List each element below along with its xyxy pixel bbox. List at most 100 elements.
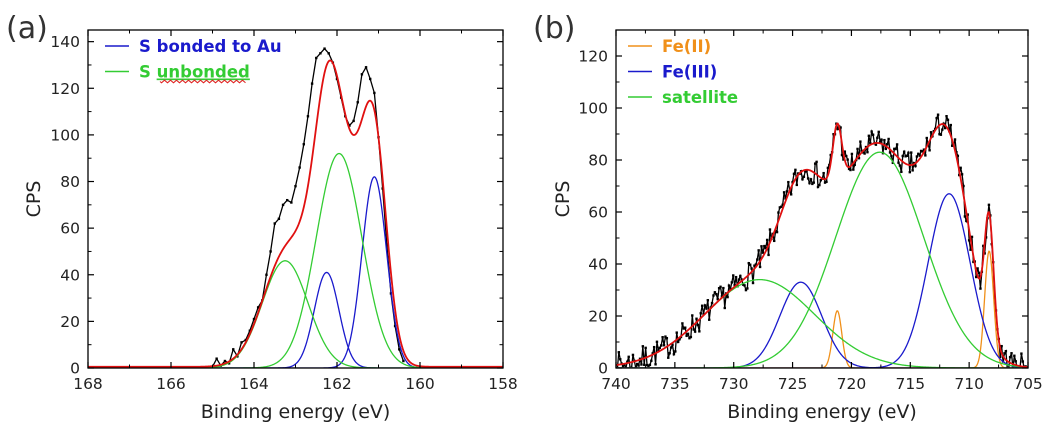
data-point (945, 115, 948, 118)
data-point (962, 184, 965, 188)
data-point (671, 343, 674, 346)
data-point (893, 147, 896, 151)
y-axis-title: CPS (23, 181, 45, 218)
y-tick-label: 60 (60, 220, 80, 238)
data-point (902, 150, 906, 153)
data-point (215, 357, 218, 360)
data-point (232, 348, 235, 351)
data-point (273, 222, 276, 225)
data-point (310, 82, 314, 85)
data-point (795, 183, 799, 187)
data-point (976, 267, 979, 270)
data-point (956, 154, 960, 158)
data-point (637, 364, 640, 367)
y-tick-label: 120 (50, 80, 80, 98)
x-axis-title: Binding energy (eV) (201, 401, 391, 423)
component-peak-fe-iii (616, 281, 1028, 368)
data-point (849, 168, 852, 172)
x-axis-title: Binding energy (eV) (727, 401, 917, 423)
data-point (640, 363, 643, 366)
data-point (761, 251, 765, 254)
data-point (925, 136, 928, 140)
data-point (811, 182, 814, 186)
x-tick-label: 720 (837, 375, 867, 393)
x-tick-label: 158 (488, 375, 518, 393)
data-point (815, 160, 818, 164)
x-tick-label: 164 (239, 375, 269, 393)
spellcheck-squiggle (159, 79, 246, 84)
data-point (713, 291, 717, 294)
data-point (813, 162, 817, 165)
data-point (244, 338, 247, 342)
data-point (1014, 360, 1017, 363)
data-point (846, 158, 849, 161)
data-point (668, 352, 671, 355)
y-tick-label: 100 (578, 100, 608, 118)
data-point (894, 147, 897, 151)
data-point (924, 154, 927, 157)
data-point (763, 244, 766, 248)
x-tick-label: 735 (660, 375, 690, 393)
data-point (823, 181, 827, 184)
data-point (832, 132, 835, 136)
data-point (290, 201, 293, 204)
y-tick-label: 40 (60, 266, 80, 284)
data-point (1003, 352, 1006, 355)
data-point (700, 304, 704, 307)
data-point (689, 335, 693, 339)
data-point (782, 191, 786, 194)
data-point (727, 284, 731, 287)
data-point (1004, 349, 1008, 353)
data-point (627, 355, 630, 359)
data-point (706, 299, 710, 302)
data-point (797, 172, 800, 175)
data-point (907, 151, 910, 154)
data-point (256, 306, 260, 309)
data-point (1000, 344, 1003, 348)
data-point (767, 253, 770, 257)
data-point (306, 115, 310, 118)
data-point (732, 274, 735, 277)
data-point (765, 238, 769, 242)
data-point (816, 185, 820, 189)
data-point (789, 193, 793, 196)
data-point (684, 326, 687, 329)
data-point (652, 345, 656, 349)
data-point (977, 271, 981, 275)
data-point (965, 219, 968, 223)
data-point (693, 330, 697, 333)
data-point (883, 138, 886, 142)
data-point (853, 163, 856, 167)
data-point (802, 175, 806, 178)
data-point (730, 281, 734, 284)
component-peak-fe-iii (616, 193, 1028, 368)
data-point (722, 286, 725, 290)
data-point (737, 278, 741, 281)
data-point (692, 328, 695, 331)
y-tick-label: 20 (60, 313, 80, 331)
data-point (651, 352, 654, 355)
x-tick-label: 740 (601, 375, 631, 393)
data-point (915, 155, 919, 158)
data-point (676, 340, 680, 344)
data-point (935, 116, 938, 120)
data-point (716, 297, 719, 301)
legend: Fe(II) Fe(III) satellite (628, 37, 738, 107)
data-point (641, 345, 645, 348)
data-point (743, 284, 746, 287)
data-point (675, 331, 678, 334)
legend-label: S bonded to Au (139, 37, 282, 56)
chart-panel-a: 168 166 164 162 160 158 0 20 40 60 80 100 120 140 Bind… (6, 11, 518, 423)
legend-label: satellite (662, 88, 738, 107)
data-point (393, 324, 397, 328)
component-peak-fe-ii (616, 250, 1028, 368)
data-point (281, 203, 285, 207)
data-point (939, 133, 943, 136)
data-point (878, 140, 882, 144)
data-point (760, 245, 763, 248)
data-point (733, 284, 736, 287)
data-point (895, 143, 899, 146)
data-point (972, 260, 975, 264)
data-point (938, 133, 941, 136)
